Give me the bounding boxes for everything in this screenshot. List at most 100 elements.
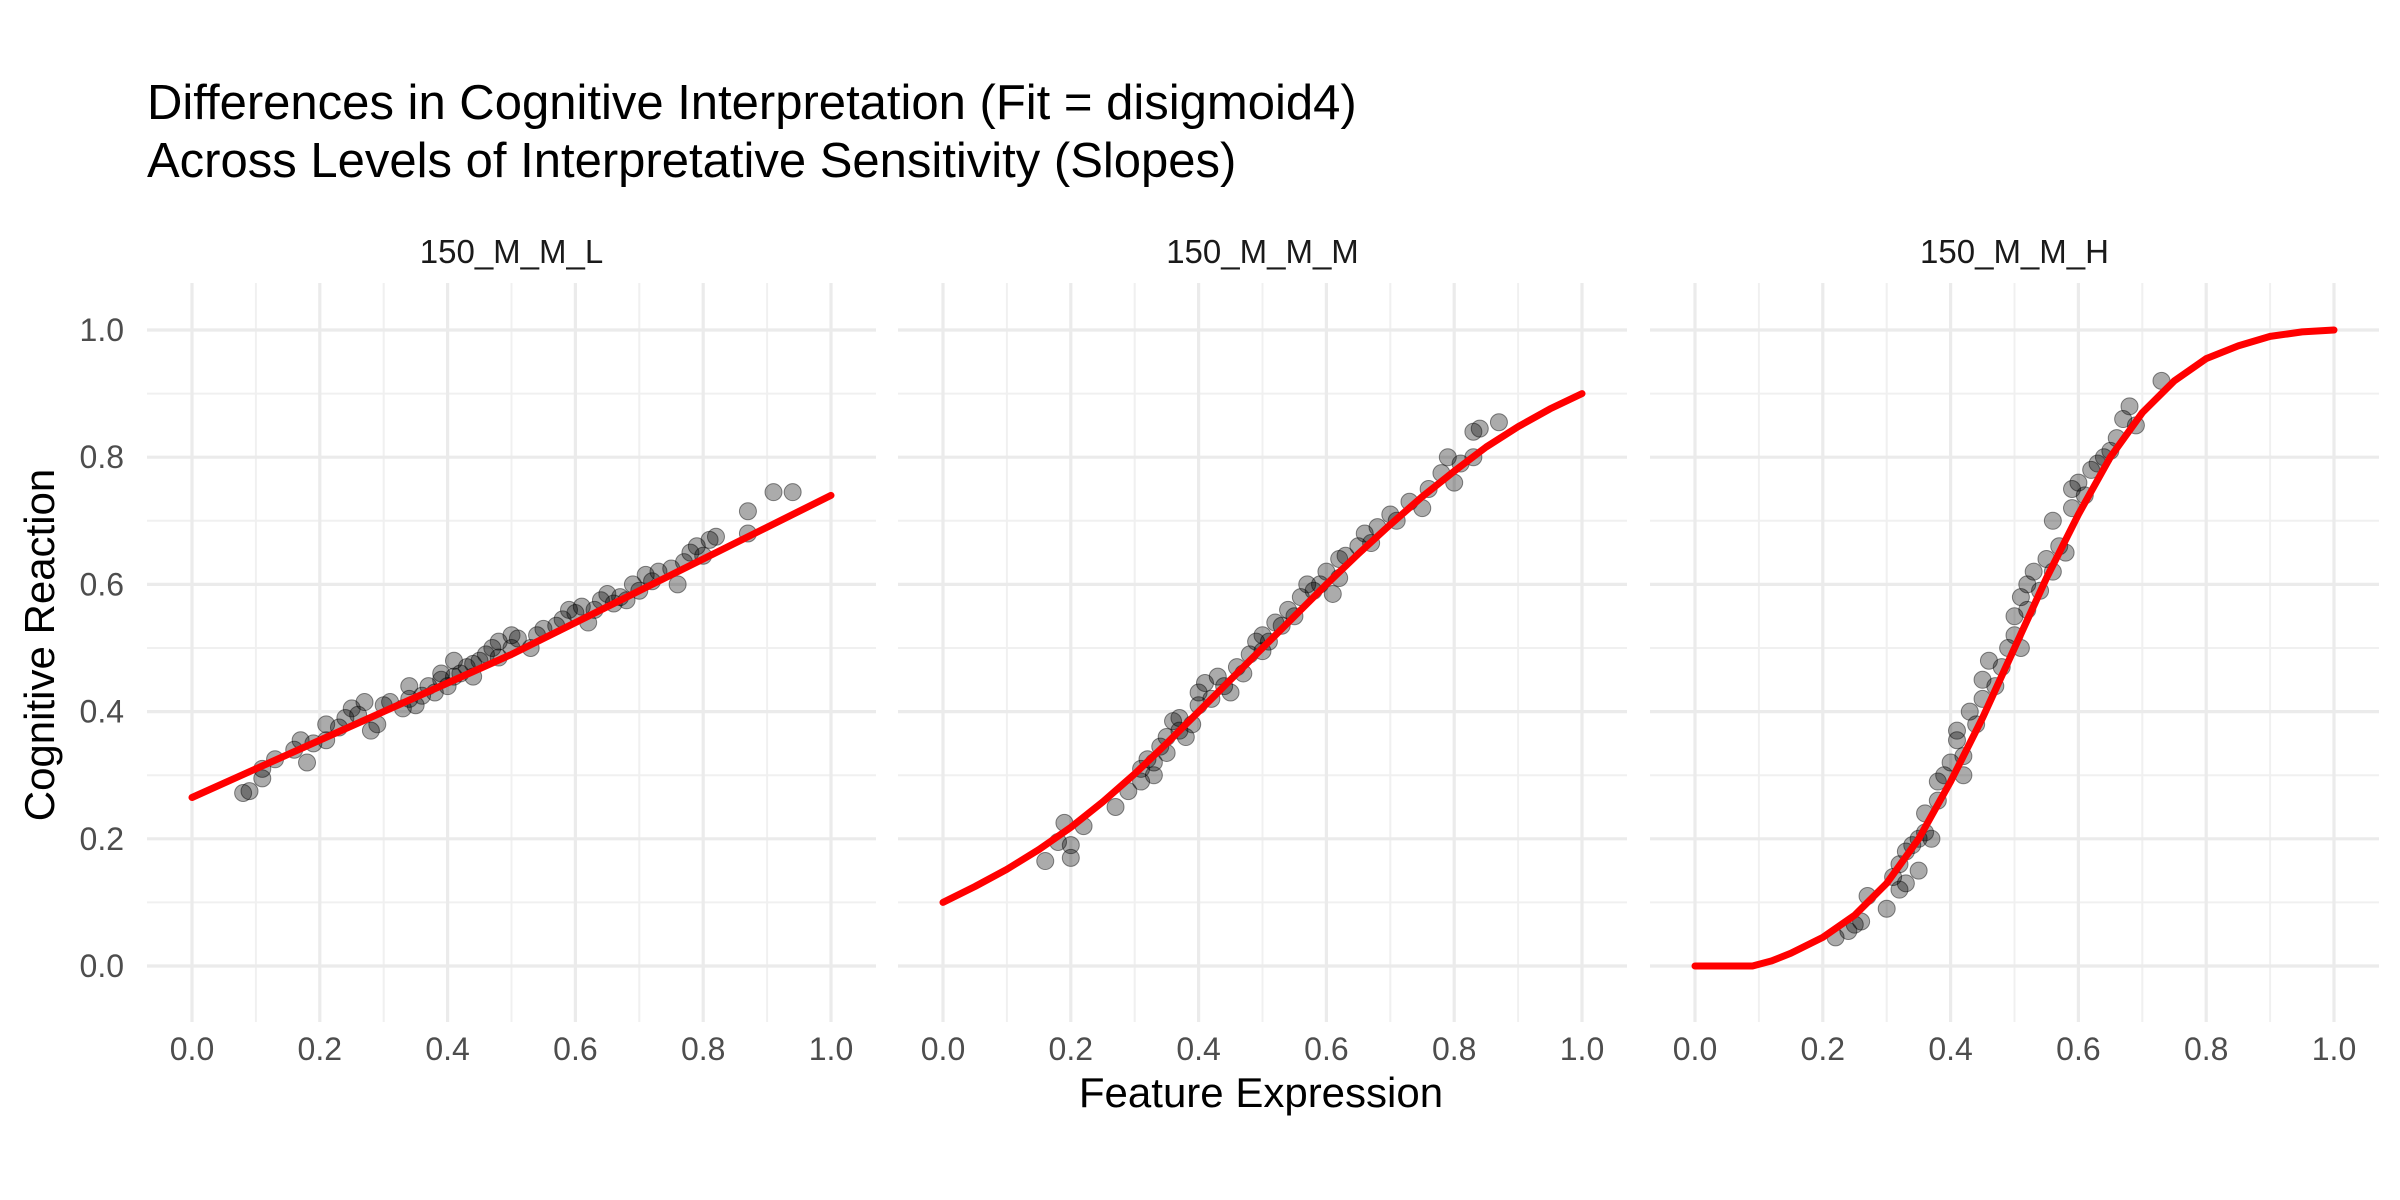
data-point — [1489, 413, 1508, 432]
data-point — [2011, 588, 2030, 607]
data-point — [1890, 880, 1909, 899]
data-point — [2120, 397, 2139, 416]
data-point — [1877, 899, 1896, 918]
data-point — [2043, 511, 2062, 530]
y-tick-label: 0.0 — [80, 948, 124, 984]
data-point — [681, 543, 700, 562]
x-tick-label: 0.6 — [1304, 1031, 1348, 1067]
y-tick-label: 0.6 — [80, 566, 124, 602]
x-tick-label: 0.2 — [1801, 1031, 1845, 1067]
data-point — [1438, 448, 1457, 467]
facet-panel-3: 150_M_M_H 0.0 0.2 0.4 0.6 0.8 1.0 — [1650, 233, 2379, 1067]
data-point — [687, 537, 706, 556]
data-point — [355, 693, 374, 712]
x-tick-label: 0.4 — [1176, 1031, 1220, 1067]
chart-title-line-2: Across Levels of Interpretative Sensitiv… — [147, 134, 1237, 188]
fit-curve — [939, 390, 1586, 906]
y-axis-title: Cognitive Reaction — [16, 469, 63, 822]
facet-label: 150_M_M_M — [1166, 233, 1359, 270]
data-point — [2063, 480, 2082, 498]
chart-title: Differences in Cognitive Interpretation … — [147, 74, 1357, 190]
data-point — [253, 769, 272, 788]
data-point — [764, 483, 783, 502]
data-point — [1947, 731, 1966, 750]
x-tick-label: 0.8 — [681, 1031, 725, 1067]
fit-curve — [1691, 326, 2338, 970]
data-point — [444, 651, 463, 670]
x-tick-label: 0.0 — [170, 1031, 214, 1067]
data-point — [361, 721, 380, 740]
x-tick-label: 0.6 — [553, 1031, 597, 1067]
facet-panel-1: 150_M_M_L 0.0 0.2 0.4 0.6 0.8 1.0 0.0 0.2 0.4 0.6 0… — [80, 233, 876, 1067]
x-tick-label: 0.4 — [1928, 1031, 1972, 1067]
x-axis-title: Feature Expression — [1079, 1069, 1443, 1116]
data-point — [1355, 524, 1374, 543]
y-tick-label: 0.4 — [80, 694, 124, 730]
data-point — [400, 677, 419, 696]
data-point — [1922, 829, 1941, 848]
data-point — [1973, 670, 1992, 689]
x-tick-label: 0.8 — [1432, 1031, 1476, 1067]
data-point — [738, 502, 757, 521]
data-point — [298, 753, 317, 772]
data-point — [1132, 772, 1151, 791]
chart-title-line-1: Differences in Cognitive Interpretation … — [147, 76, 1357, 130]
x-tick-label: 1.0 — [2312, 1031, 2356, 1067]
data-point — [1189, 683, 1208, 702]
data-point — [572, 597, 591, 616]
x-tick-label: 1.0 — [809, 1031, 853, 1067]
data-point — [1164, 712, 1183, 731]
data-point — [1909, 861, 1928, 880]
data-point — [1195, 673, 1214, 692]
data-point — [342, 699, 361, 718]
data-point — [1470, 419, 1489, 438]
data-point — [432, 664, 451, 683]
data-point — [1960, 702, 1979, 721]
y-tick-label: 0.2 — [80, 821, 124, 857]
facet-label: 150_M_M_H — [1920, 233, 2109, 270]
facet-panel-2: 150_M_M_M 0.0 0.2 0.4 0.6 0.8 1.0 — [898, 233, 1627, 1067]
data-point — [2005, 607, 2024, 626]
data-point — [1947, 721, 1966, 740]
data-point — [668, 575, 687, 594]
data-point — [1896, 874, 1915, 893]
data-point — [700, 530, 719, 549]
x-tick-label: 0.2 — [1049, 1031, 1093, 1067]
data-point — [1144, 766, 1163, 785]
data-point — [1928, 772, 1947, 791]
fit-curve — [188, 491, 835, 801]
data-point — [1036, 852, 1055, 871]
data-point — [560, 600, 579, 619]
data-point — [1061, 836, 1080, 855]
data-point — [1298, 575, 1317, 594]
data-point — [508, 629, 527, 648]
data-point — [1323, 584, 1342, 603]
facet-label: 150_M_M_L — [420, 233, 603, 270]
x-tick-label: 0.0 — [921, 1031, 965, 1067]
x-tick-label: 0.2 — [298, 1031, 342, 1067]
data-point — [2069, 473, 2088, 492]
y-tick-label: 0.8 — [80, 439, 124, 475]
data-point — [636, 565, 655, 584]
data-point — [489, 632, 508, 651]
y-tick-label: 1.0 — [80, 312, 124, 348]
x-tick-label: 0.8 — [2184, 1031, 2228, 1067]
data-point — [1979, 651, 1998, 670]
x-tick-label: 1.0 — [1560, 1031, 1604, 1067]
data-point — [1208, 667, 1227, 686]
data-point — [502, 626, 521, 645]
x-tick-label: 0.4 — [425, 1031, 469, 1067]
data-point — [317, 715, 336, 734]
data-point — [2018, 575, 2037, 594]
data-point — [598, 584, 617, 603]
data-point — [2024, 562, 2043, 581]
data-point — [234, 784, 253, 803]
data-point — [1061, 848, 1080, 867]
data-point — [240, 782, 259, 801]
data-point — [783, 483, 802, 502]
data-point — [706, 527, 725, 546]
data-point — [483, 639, 502, 657]
data-point — [1106, 798, 1125, 816]
x-tick-label: 0.6 — [2056, 1031, 2100, 1067]
